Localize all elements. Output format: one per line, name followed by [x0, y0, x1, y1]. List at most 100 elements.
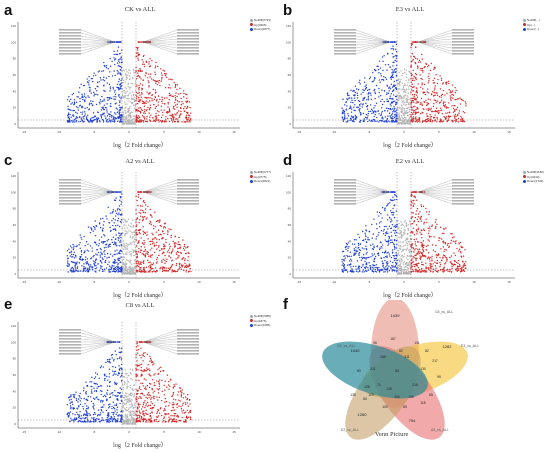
point-down	[110, 97, 113, 100]
x-tick-label: 5	[163, 130, 165, 134]
point-nodiff	[132, 251, 134, 253]
point-up	[427, 267, 429, 269]
point-up	[439, 261, 441, 264]
point-down	[113, 50, 115, 53]
point-nodiff	[123, 243, 125, 246]
point-up	[140, 70, 142, 72]
point-down	[347, 250, 349, 252]
point-nodiff	[409, 263, 411, 266]
point-up	[447, 107, 449, 109]
point-up	[457, 268, 459, 270]
point-up	[453, 252, 455, 254]
point-down	[117, 267, 120, 269]
point-up	[157, 80, 159, 82]
point-down	[120, 120, 122, 122]
point-up	[422, 71, 424, 73]
point-nodiff	[130, 120, 132, 123]
point-down	[112, 270, 114, 273]
point-down	[114, 199, 117, 202]
point-down	[379, 119, 381, 122]
point-up	[420, 244, 423, 246]
point-up	[155, 271, 157, 273]
point-up	[154, 267, 157, 269]
point-down	[372, 248, 375, 250]
point-down	[358, 121, 361, 123]
point-up	[454, 116, 456, 118]
point-down	[378, 254, 380, 257]
point-down	[103, 104, 106, 106]
point-up	[147, 77, 149, 79]
point-up	[147, 106, 149, 109]
point-up	[156, 248, 158, 250]
point-up	[419, 218, 422, 220]
point-up	[434, 114, 436, 116]
point-nodiff	[396, 95, 399, 97]
point-down	[353, 254, 356, 256]
point-down	[386, 255, 388, 257]
point-nodiff	[400, 267, 402, 269]
point-down	[393, 106, 395, 108]
point-down	[115, 117, 118, 120]
point-down	[114, 98, 116, 100]
point-down	[372, 118, 375, 121]
point-down	[351, 269, 353, 271]
point-down	[94, 228, 96, 230]
x-tick-label: -10	[332, 130, 337, 134]
point-up	[157, 101, 160, 103]
point-down	[115, 271, 117, 273]
point-up	[417, 108, 419, 110]
point-down	[119, 96, 121, 98]
point-up	[427, 244, 429, 247]
point-nodiff	[126, 379, 129, 381]
point-nodiff	[400, 235, 403, 238]
point-nodiff	[125, 88, 128, 90]
point-up	[172, 107, 175, 109]
point-nodiff	[135, 259, 137, 261]
point-down	[105, 246, 107, 249]
annotation-label	[177, 35, 199, 37]
point-up	[437, 269, 440, 272]
point-up	[178, 101, 180, 103]
point-up	[175, 252, 177, 254]
point-up	[155, 237, 157, 239]
point-nodiff	[124, 120, 127, 123]
point-up	[456, 106, 459, 109]
point-up	[158, 221, 160, 224]
point-down	[100, 115, 102, 118]
annotation-leader	[142, 191, 178, 199]
point-down	[357, 247, 359, 249]
y-tick-label: 40	[13, 89, 17, 93]
point-up	[419, 74, 421, 76]
point-nodiff	[403, 272, 405, 274]
point-down	[101, 265, 103, 268]
point-nodiff	[405, 111, 407, 114]
point-nodiff	[132, 271, 135, 274]
point-up	[442, 102, 445, 105]
point-nodiff	[122, 386, 124, 389]
point-down	[120, 271, 122, 273]
point-down	[363, 81, 366, 83]
point-down	[103, 270, 105, 272]
point-nodiff	[123, 101, 126, 103]
point-down	[103, 79, 106, 82]
point-down	[117, 236, 119, 239]
point-up	[175, 262, 178, 265]
point-up	[135, 266, 138, 268]
point-nodiff	[398, 82, 400, 84]
point-down	[378, 211, 381, 214]
point-nodiff	[129, 269, 131, 271]
point-down	[364, 266, 367, 268]
point-nodiff	[403, 119, 406, 122]
point-down	[365, 245, 367, 248]
point-down	[389, 260, 392, 263]
legend-item-up: Up(3775)	[250, 175, 271, 180]
point-nodiff	[128, 224, 130, 226]
point-down	[392, 41, 394, 43]
point-down	[379, 81, 381, 83]
point-nodiff	[129, 114, 132, 117]
point-down	[112, 118, 114, 121]
point-up	[157, 220, 159, 222]
point-up	[176, 106, 178, 108]
point-up	[156, 241, 158, 243]
annotation-label	[452, 194, 474, 196]
